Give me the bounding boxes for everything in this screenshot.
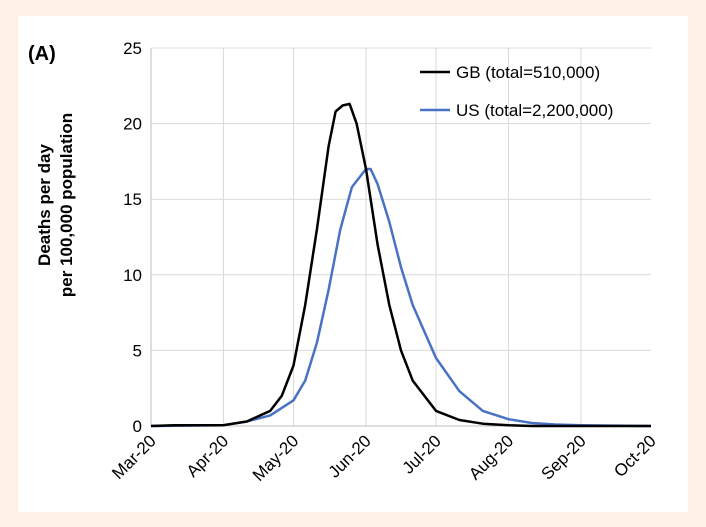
x-tick-label: Oct-20 <box>610 431 660 481</box>
x-tick-label: May-20 <box>249 431 303 485</box>
legend-label-us: US (total=2,200,000) <box>456 101 613 120</box>
x-tick-label: Aug-20 <box>465 431 517 483</box>
x-tick-label: Jun-20 <box>325 431 375 481</box>
x-tick-labels: Mar-20 Apr-20 May-20 Jun-20 Jul-20 Aug-20 Sep-… <box>108 431 660 485</box>
y-axis-label-line-1: Deaths per day <box>35 144 54 266</box>
deaths-per-day-chart: (A) 0 5 10 15 20 25 Mar-20 Apr-20 May-20 Jun-20 J… <box>28 39 660 485</box>
x-tick-label: Apr-20 <box>183 431 233 481</box>
y-tick-label: 15 <box>123 190 142 209</box>
y-tick-label: 5 <box>133 341 142 360</box>
series-line-gb <box>150 102 651 428</box>
y-axis-label: Deaths per day per 100,000 population <box>35 113 76 297</box>
y-tick-labels: 0 5 10 15 20 25 <box>123 39 142 436</box>
legend: GB (total=510,000) US (total=2,200,000) <box>420 63 613 120</box>
series-line-us <box>150 167 652 428</box>
series-lines <box>150 102 652 428</box>
y-tick-label: 0 <box>133 417 142 436</box>
panel-label: (A) <box>28 43 56 65</box>
y-tick-label: 10 <box>123 266 142 285</box>
legend-label-gb: GB (total=510,000) <box>456 63 600 82</box>
x-tick-label: Sep-20 <box>538 431 590 483</box>
y-tick-label: 25 <box>123 39 142 58</box>
chart-frame: (A) 0 5 10 15 20 25 Mar-20 Apr-20 May-20 Jun-20 J… <box>18 16 688 512</box>
x-tick-label: Mar-20 <box>108 431 160 483</box>
x-tick-label: Jul-20 <box>399 431 445 477</box>
y-axis-label-line-2: per 100,000 population <box>57 113 76 297</box>
y-tick-label: 20 <box>123 115 142 134</box>
gridlines <box>151 47 651 426</box>
